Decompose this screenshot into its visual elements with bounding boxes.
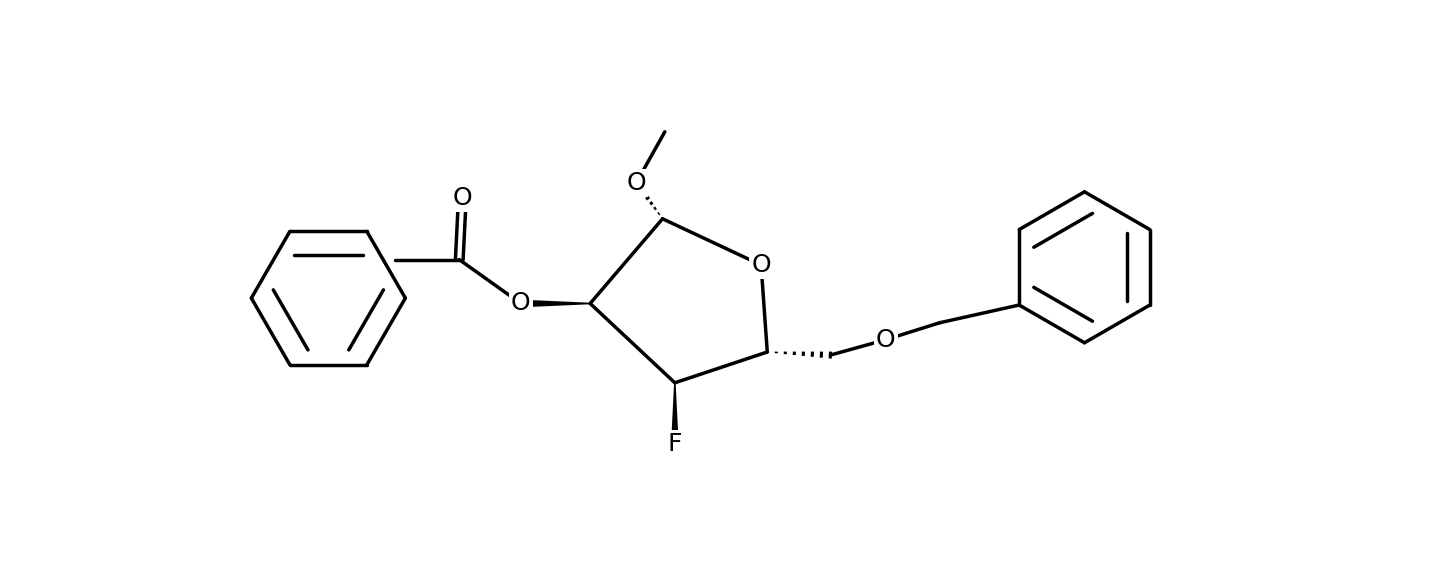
Text: O: O — [626, 170, 647, 194]
Text: O: O — [752, 253, 770, 277]
Text: O: O — [452, 186, 472, 210]
Polygon shape — [521, 300, 590, 307]
Text: F: F — [668, 432, 683, 456]
Text: O: O — [511, 292, 531, 316]
Polygon shape — [671, 383, 678, 444]
Text: O: O — [876, 328, 896, 352]
